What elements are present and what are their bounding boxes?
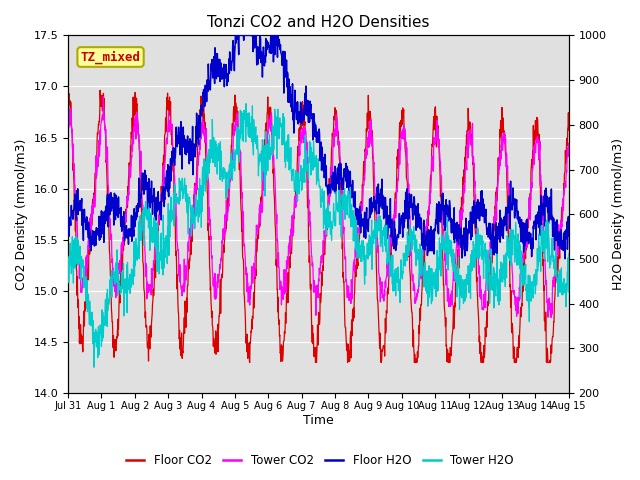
Text: TZ_mixed: TZ_mixed [81, 50, 141, 64]
Title: Tonzi CO2 and H2O Densities: Tonzi CO2 and H2O Densities [207, 15, 429, 30]
Legend: Floor CO2, Tower CO2, Floor H2O, Tower H2O: Floor CO2, Tower CO2, Floor H2O, Tower H… [122, 449, 518, 472]
X-axis label: Time: Time [303, 414, 333, 427]
Y-axis label: H2O Density (mmol/m3): H2O Density (mmol/m3) [612, 138, 625, 290]
Y-axis label: CO2 Density (mmol/m3): CO2 Density (mmol/m3) [15, 139, 28, 290]
